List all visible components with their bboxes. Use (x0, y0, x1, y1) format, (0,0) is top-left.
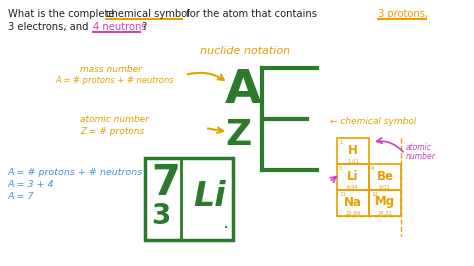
Text: 1.01: 1.01 (347, 159, 359, 164)
Text: 11: 11 (339, 192, 346, 197)
Text: Li: Li (193, 180, 226, 213)
Text: 3 protons,: 3 protons, (378, 9, 428, 19)
Text: atomic number: atomic number (80, 115, 149, 124)
Text: ?: ? (141, 22, 146, 32)
Text: 7: 7 (151, 162, 180, 204)
Text: Mg: Mg (375, 196, 395, 209)
Bar (337, 164, 369, 190)
Text: Li: Li (347, 169, 359, 182)
Text: Na: Na (344, 196, 362, 209)
Text: Z: Z (225, 118, 251, 152)
Bar (337, 190, 369, 216)
Text: mass number: mass number (80, 65, 142, 74)
Text: 4 neutrons: 4 neutrons (93, 22, 146, 32)
Text: A: A (225, 68, 262, 113)
Text: 12: 12 (371, 192, 378, 197)
Text: 24.31: 24.31 (377, 211, 392, 216)
Text: Be: Be (376, 169, 393, 182)
Text: 9.01: 9.01 (379, 185, 391, 190)
Text: 3: 3 (339, 166, 343, 171)
Text: ← chemical symbol: ← chemical symbol (330, 117, 416, 126)
Text: chemical symbol: chemical symbol (106, 9, 190, 19)
Text: A = 3 + 4: A = 3 + 4 (8, 180, 55, 189)
Text: atomic: atomic (406, 143, 432, 152)
Text: .: . (223, 213, 229, 232)
Text: nuclide notation: nuclide notation (200, 46, 290, 56)
Text: H: H (348, 143, 358, 156)
Text: 22.99: 22.99 (346, 211, 361, 216)
Text: What is the complete: What is the complete (8, 9, 118, 19)
Bar (369, 164, 401, 190)
Text: for the atom that contains: for the atom that contains (183, 9, 320, 19)
Text: number: number (406, 152, 436, 161)
Text: 3: 3 (151, 202, 170, 230)
Bar (337, 138, 369, 164)
Text: 3 electrons, and: 3 electrons, and (8, 22, 91, 32)
Text: Z = # protons: Z = # protons (80, 127, 144, 136)
Text: A = # protons + # neutrons: A = # protons + # neutrons (8, 168, 143, 177)
Bar (145, 158, 233, 240)
Text: A = 7: A = 7 (8, 192, 35, 201)
Text: 4: 4 (371, 166, 374, 171)
Text: A = # protons + # neutrons: A = # protons + # neutrons (55, 76, 173, 85)
Text: 6.94: 6.94 (347, 185, 359, 190)
Bar (369, 190, 401, 216)
Text: 1: 1 (339, 140, 343, 145)
